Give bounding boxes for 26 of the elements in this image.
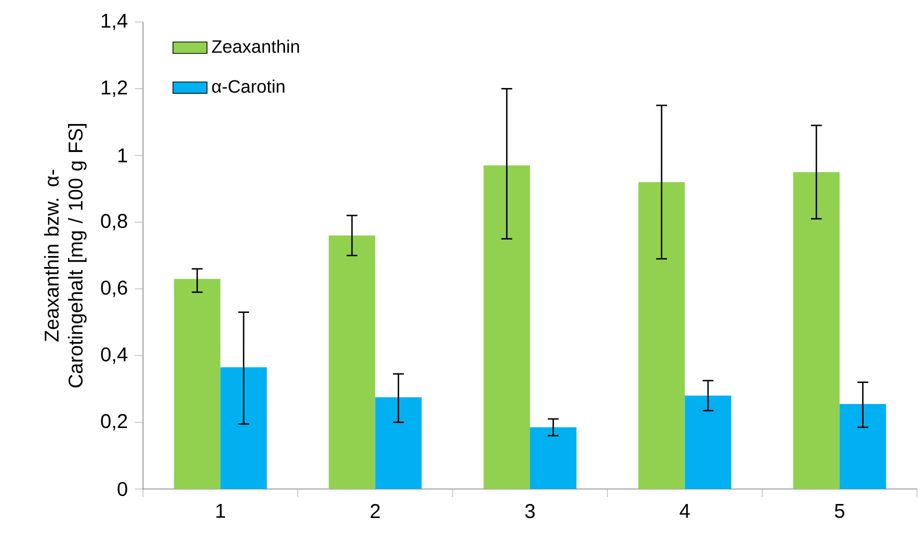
legend-label: α-Carotin [212, 80, 284, 93]
bar [174, 278, 220, 489]
legend-label: Zeaxanthin [212, 40, 299, 53]
x-tick-label: 1 [216, 504, 225, 518]
bar [684, 396, 732, 489]
x-tick-label: 2 [370, 504, 380, 518]
bar [375, 397, 422, 489]
y-tick-label: 0,4 [101, 347, 128, 364]
y-tick-label: 1 [118, 148, 128, 162]
x-tick-label: 3 [525, 504, 535, 518]
y-tick-label: 0,8 [101, 214, 128, 230]
y-tick-label: 1,2 [102, 80, 127, 97]
bar [793, 172, 840, 489]
y-axis-title: Zeaxanthin bzw. α-Carotingehalt [mg / 100 g FS] [44, 124, 87, 388]
x-tick-label: 4 [680, 504, 690, 518]
bar [484, 165, 530, 489]
y-tick-label: 1,4 [102, 14, 128, 30]
bar [328, 235, 376, 489]
bar [840, 404, 886, 489]
x-tick-label: 5 [834, 504, 844, 518]
bar [530, 427, 576, 489]
y-tick-label: 0,2 [101, 414, 127, 431]
bar [220, 367, 267, 489]
y-tick-label: 0 [118, 482, 128, 496]
y-tick-label: 0,6 [101, 280, 128, 298]
bar [638, 182, 685, 489]
